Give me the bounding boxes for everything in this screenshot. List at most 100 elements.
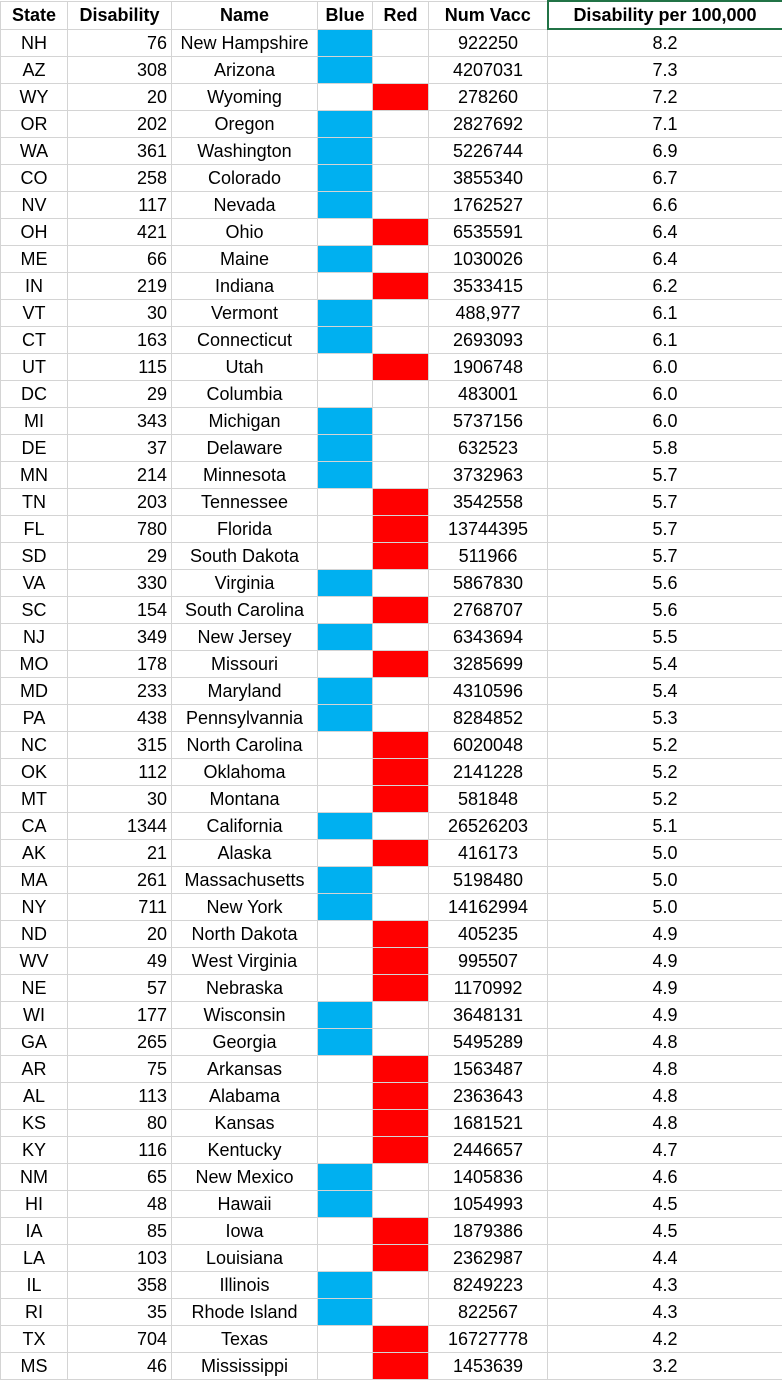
cell-num-vacc[interactable]: 2446657 (428, 1136, 548, 1164)
cell-name[interactable]: West Virginia (171, 947, 318, 975)
cell-blue[interactable] (317, 461, 373, 489)
cell-disability-rate[interactable]: 5.2 (547, 785, 782, 813)
cell-blue[interactable] (317, 812, 373, 840)
cell-disability-rate[interactable]: 4.9 (547, 1001, 782, 1029)
cell-red[interactable] (372, 110, 429, 138)
cell-num-vacc[interactable]: 5867830 (428, 569, 548, 597)
cell-red[interactable] (372, 83, 429, 111)
cell-blue[interactable] (317, 704, 373, 732)
cell-state[interactable]: OH (0, 218, 68, 246)
cell-blue[interactable] (317, 542, 373, 570)
cell-blue[interactable] (317, 56, 373, 84)
cell-red[interactable] (372, 1163, 429, 1191)
cell-red[interactable] (372, 1055, 429, 1083)
cell-disability-rate[interactable]: 6.6 (547, 191, 782, 219)
cell-num-vacc[interactable]: 8284852 (428, 704, 548, 732)
cell-disability-rate[interactable]: 4.6 (547, 1163, 782, 1191)
cell-num-vacc[interactable]: 13744395 (428, 515, 548, 543)
cell-disability-rate[interactable]: 5.6 (547, 569, 782, 597)
cell-num-vacc[interactable]: 3732963 (428, 461, 548, 489)
cell-num-vacc[interactable]: 511966 (428, 542, 548, 570)
cell-red[interactable] (372, 1271, 429, 1299)
cell-num-vacc[interactable]: 16727778 (428, 1325, 548, 1353)
cell-state[interactable]: CO (0, 164, 68, 192)
cell-red[interactable] (372, 1136, 429, 1164)
cell-num-vacc[interactable]: 2362987 (428, 1244, 548, 1272)
cell-disability-rate[interactable]: 6.7 (547, 164, 782, 192)
header-num-vacc[interactable]: Num Vacc (428, 0, 548, 30)
cell-disability-rate[interactable]: 4.8 (547, 1109, 782, 1137)
cell-name[interactable]: Montana (171, 785, 318, 813)
cell-disability-rate[interactable]: 6.1 (547, 299, 782, 327)
cell-num-vacc[interactable]: 3855340 (428, 164, 548, 192)
cell-state[interactable]: TN (0, 488, 68, 516)
cell-state[interactable]: CT (0, 326, 68, 354)
cell-disability-rate[interactable]: 4.9 (547, 947, 782, 975)
cell-blue[interactable] (317, 893, 373, 921)
cell-state[interactable]: NE (0, 974, 68, 1002)
cell-red[interactable] (372, 1109, 429, 1137)
cell-blue[interactable] (317, 785, 373, 813)
header-disability-rate[interactable]: Disability per 100,000 (546, 0, 782, 30)
cell-red[interactable] (372, 704, 429, 732)
cell-state[interactable]: OR (0, 110, 68, 138)
cell-state[interactable]: WY (0, 83, 68, 111)
cell-name[interactable]: Mississippi (171, 1352, 318, 1380)
cell-num-vacc[interactable]: 1906748 (428, 353, 548, 381)
cell-name[interactable]: New Mexico (171, 1163, 318, 1191)
cell-blue[interactable] (317, 650, 373, 678)
cell-num-vacc[interactable]: 405235 (428, 920, 548, 948)
cell-num-vacc[interactable]: 822567 (428, 1298, 548, 1326)
cell-state[interactable]: KY (0, 1136, 68, 1164)
cell-name[interactable]: Texas (171, 1325, 318, 1353)
cell-red[interactable] (372, 677, 429, 705)
cell-red[interactable] (372, 974, 429, 1002)
cell-red[interactable] (372, 326, 429, 354)
cell-blue[interactable] (317, 245, 373, 273)
cell-state[interactable]: ND (0, 920, 68, 948)
cell-disability[interactable]: 202 (67, 110, 172, 138)
cell-red[interactable] (372, 731, 429, 759)
cell-red[interactable] (372, 596, 429, 624)
cell-name[interactable]: Michigan (171, 407, 318, 435)
cell-disability-rate[interactable]: 5.2 (547, 758, 782, 786)
cell-red[interactable] (372, 1298, 429, 1326)
cell-disability-rate[interactable]: 4.5 (547, 1217, 782, 1245)
cell-disability[interactable]: 30 (67, 785, 172, 813)
cell-name[interactable]: Illinois (171, 1271, 318, 1299)
cell-disability-rate[interactable]: 4.2 (547, 1325, 782, 1353)
cell-num-vacc[interactable]: 1054993 (428, 1190, 548, 1218)
cell-state[interactable]: MA (0, 866, 68, 894)
cell-red[interactable] (372, 164, 429, 192)
cell-disability-rate[interactable]: 8.2 (547, 28, 782, 57)
cell-state[interactable]: WI (0, 1001, 68, 1029)
cell-state[interactable]: VT (0, 299, 68, 327)
cell-state[interactable]: MO (0, 650, 68, 678)
cell-disability[interactable]: 343 (67, 407, 172, 435)
cell-num-vacc[interactable]: 26526203 (428, 812, 548, 840)
cell-state[interactable]: KS (0, 1109, 68, 1137)
cell-state[interactable]: NV (0, 191, 68, 219)
cell-num-vacc[interactable]: 6020048 (428, 731, 548, 759)
cell-disability-rate[interactable]: 4.3 (547, 1298, 782, 1326)
cell-num-vacc[interactable]: 483001 (428, 380, 548, 408)
cell-name[interactable]: Pennsylvannia (171, 704, 318, 732)
cell-disability[interactable]: 233 (67, 677, 172, 705)
cell-red[interactable] (372, 947, 429, 975)
cell-blue[interactable] (317, 1298, 373, 1326)
cell-red[interactable] (372, 56, 429, 84)
cell-blue[interactable] (317, 1163, 373, 1191)
cell-state[interactable]: AZ (0, 56, 68, 84)
cell-disability[interactable]: 203 (67, 488, 172, 516)
cell-red[interactable] (372, 380, 429, 408)
cell-red[interactable] (372, 839, 429, 867)
cell-num-vacc[interactable]: 632523 (428, 434, 548, 462)
cell-blue[interactable] (317, 28, 373, 57)
cell-blue[interactable] (317, 83, 373, 111)
cell-disability[interactable]: 113 (67, 1082, 172, 1110)
cell-disability[interactable]: 438 (67, 704, 172, 732)
cell-red[interactable] (372, 866, 429, 894)
cell-name[interactable]: Massachusetts (171, 866, 318, 894)
cell-disability[interactable]: 711 (67, 893, 172, 921)
cell-disability[interactable]: 361 (67, 137, 172, 165)
